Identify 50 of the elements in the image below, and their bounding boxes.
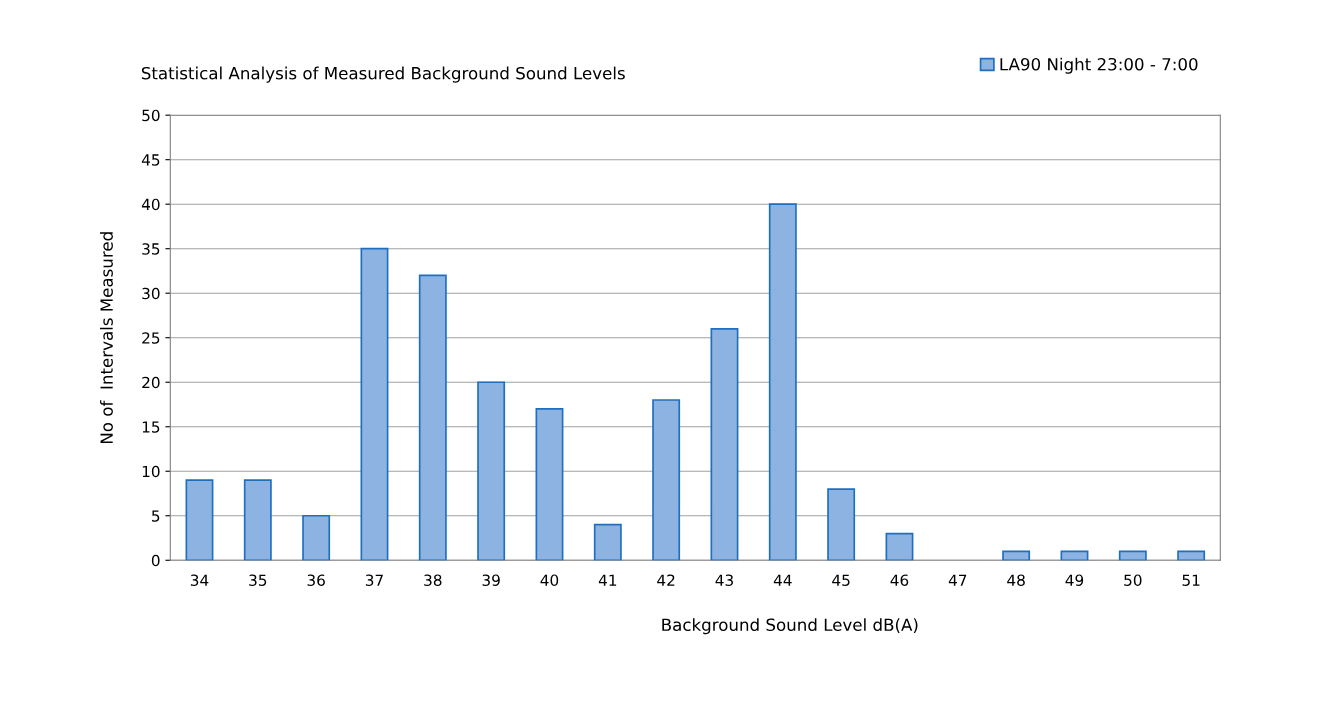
y-tick-label: 45 [141, 154, 160, 166]
bar [418, 274, 447, 561]
x-tick-label: 39 [482, 574, 500, 586]
x-tick-label: 47 [948, 574, 967, 586]
bar [1060, 550, 1089, 561]
x-tick-label: 44 [773, 574, 792, 586]
x-tick-label: 34 [190, 574, 209, 586]
x-tick-label: 51 [1182, 574, 1200, 586]
x-tick-label: 42 [657, 574, 675, 586]
y-tick-label: 5 [152, 510, 160, 522]
x-tick-label: 40 [540, 574, 559, 586]
y-tick-label: 25 [142, 332, 160, 344]
x-tick-label: 36 [307, 574, 325, 586]
x-tick-label: 43 [715, 574, 733, 586]
y-tick-label: 15 [142, 421, 160, 433]
bar [302, 514, 331, 561]
y-tick-label: 20 [142, 376, 160, 389]
x-tick-label: 48 [1007, 574, 1025, 586]
y-tick-label: 30 [142, 287, 160, 300]
x-axis-title: Background Sound Level dB(A) [662, 618, 918, 635]
bar [652, 399, 681, 561]
x-tick-label: 50 [1124, 574, 1142, 586]
x-tick-label: 46 [890, 574, 909, 586]
bar [1118, 550, 1147, 561]
y-tick-label: 0 [151, 554, 160, 567]
bar [1177, 550, 1206, 561]
x-tick-label: 35 [249, 574, 267, 586]
y-tick-label: 50 [142, 109, 160, 122]
x-tick-label: 49 [1065, 574, 1084, 586]
bar [885, 532, 914, 561]
bar [243, 479, 272, 561]
x-tick-label: 45 [832, 574, 850, 586]
bar [827, 488, 856, 561]
bar [1002, 550, 1031, 561]
bar [185, 479, 214, 561]
x-tick-label: 38 [424, 574, 442, 586]
bar [360, 247, 389, 561]
y-tick-label: 35 [142, 243, 160, 255]
y-axis-title: No of Intervals Measured [100, 232, 113, 444]
bar [535, 408, 564, 561]
bar [477, 381, 506, 561]
legend-label: LA90 Night 23:00 - 7:00 [1000, 57, 1198, 74]
x-tick-label: 41 [598, 574, 617, 586]
x-tick-label: 37 [365, 574, 383, 586]
bar [710, 327, 739, 561]
bar [768, 203, 797, 561]
y-tick-label: 40 [141, 198, 160, 211]
y-tick-label: 10 [142, 465, 160, 478]
bar [593, 523, 622, 561]
chart-title: Statistical Analysis of Measured Background Sound Levels [141, 66, 625, 83]
